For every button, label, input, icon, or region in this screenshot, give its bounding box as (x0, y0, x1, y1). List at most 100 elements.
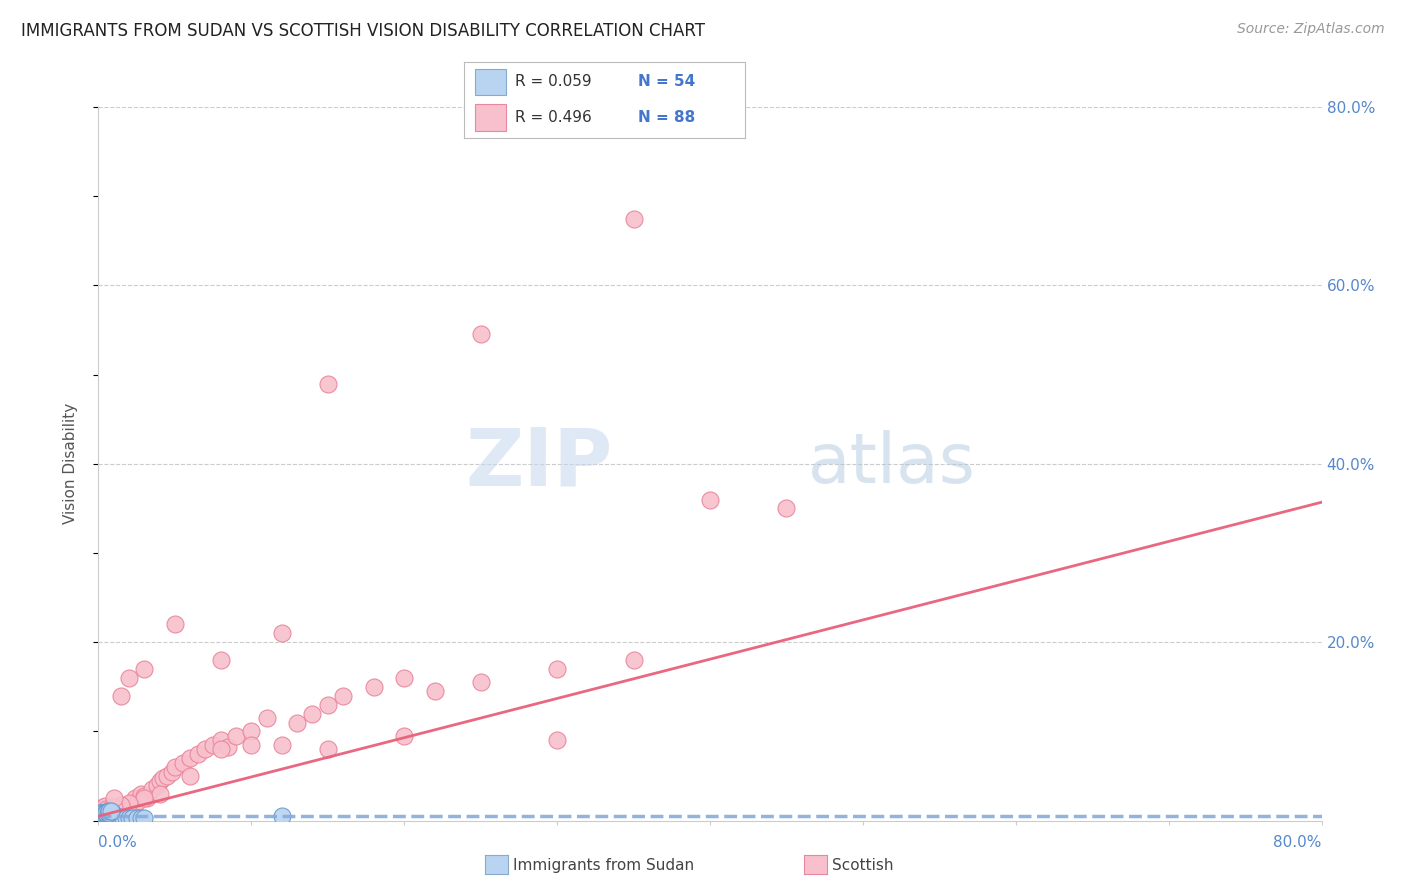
Point (124, 791, 146, 805)
Point (103, 791, 125, 805)
Point (98, 807, 121, 822)
Point (136, 791, 159, 805)
Point (89, 811, 111, 825)
Point (107, 805, 129, 819)
Point (363, 680, 385, 694)
Point (392, 729, 416, 743)
Text: 80.0%: 80.0% (1274, 836, 1322, 850)
Point (93, 811, 115, 825)
Point (94, 802, 117, 816)
Point (91, 811, 114, 825)
Point (91, 800, 114, 814)
Point (240, 724, 263, 739)
Point (217, 740, 239, 755)
Point (91, 807, 114, 822)
Point (89, 807, 111, 822)
Point (699, 492, 721, 507)
Text: R = 0.496: R = 0.496 (515, 110, 592, 125)
Point (134, 811, 156, 825)
Point (90, 807, 112, 822)
Point (108, 811, 131, 825)
Point (270, 626, 292, 640)
Text: atlas: atlas (808, 430, 976, 498)
Text: Scottish: Scottish (832, 858, 894, 872)
Point (97, 811, 120, 825)
Point (270, 809, 292, 823)
Text: N = 54: N = 54 (638, 74, 696, 89)
Point (93, 805, 115, 820)
Point (94, 809, 117, 823)
Point (209, 733, 232, 747)
Point (546, 662, 568, 676)
Point (145, 778, 167, 792)
Text: ZIP: ZIP (465, 425, 612, 503)
Point (240, 738, 263, 752)
Y-axis label: Vision Disability: Vision Disability (63, 403, 77, 524)
Point (98, 809, 121, 823)
Point (97, 805, 120, 819)
Point (423, 684, 446, 698)
Point (104, 811, 127, 825)
Point (101, 811, 124, 825)
Point (115, 811, 138, 825)
Point (110, 803, 132, 817)
Point (163, 617, 186, 632)
Point (100, 804, 122, 818)
Point (623, 211, 645, 226)
Point (98, 805, 121, 820)
Point (316, 698, 339, 712)
FancyBboxPatch shape (475, 104, 506, 130)
Point (93, 809, 115, 823)
Point (90, 809, 112, 823)
Point (100, 809, 122, 823)
Point (105, 809, 128, 823)
Point (149, 787, 172, 801)
Point (97, 805, 120, 820)
Point (546, 733, 568, 747)
Point (100, 803, 122, 817)
Point (179, 751, 201, 765)
Text: R = 0.059: R = 0.059 (515, 74, 591, 89)
Point (256, 711, 278, 725)
Point (285, 715, 308, 730)
Point (111, 806, 134, 821)
Point (118, 797, 141, 812)
Text: 0.0%: 0.0% (98, 836, 138, 850)
Point (91, 805, 114, 820)
Point (94, 809, 117, 823)
Point (118, 671, 141, 685)
Point (93, 807, 115, 822)
Point (316, 376, 339, 391)
Point (160, 764, 183, 779)
Point (98, 804, 121, 818)
Point (91, 805, 114, 820)
Point (110, 797, 132, 812)
Point (97, 809, 120, 823)
Point (103, 800, 125, 814)
Point (93, 799, 115, 814)
Point (112, 800, 135, 814)
Point (202, 738, 225, 752)
Point (121, 796, 143, 810)
Point (209, 742, 232, 756)
Point (94, 807, 117, 822)
Point (89, 805, 111, 819)
Point (121, 811, 143, 825)
Point (90, 811, 112, 825)
Point (187, 747, 209, 761)
Point (107, 811, 129, 825)
Point (179, 769, 201, 783)
Point (392, 671, 416, 685)
Point (209, 653, 232, 667)
Point (105, 811, 128, 825)
Point (117, 803, 139, 817)
Point (270, 738, 292, 752)
Point (100, 807, 122, 822)
Point (134, 789, 156, 803)
Point (91, 808, 114, 822)
Point (91, 807, 114, 822)
Point (129, 811, 152, 825)
Point (105, 803, 128, 817)
Point (94, 805, 117, 820)
Point (134, 662, 156, 676)
